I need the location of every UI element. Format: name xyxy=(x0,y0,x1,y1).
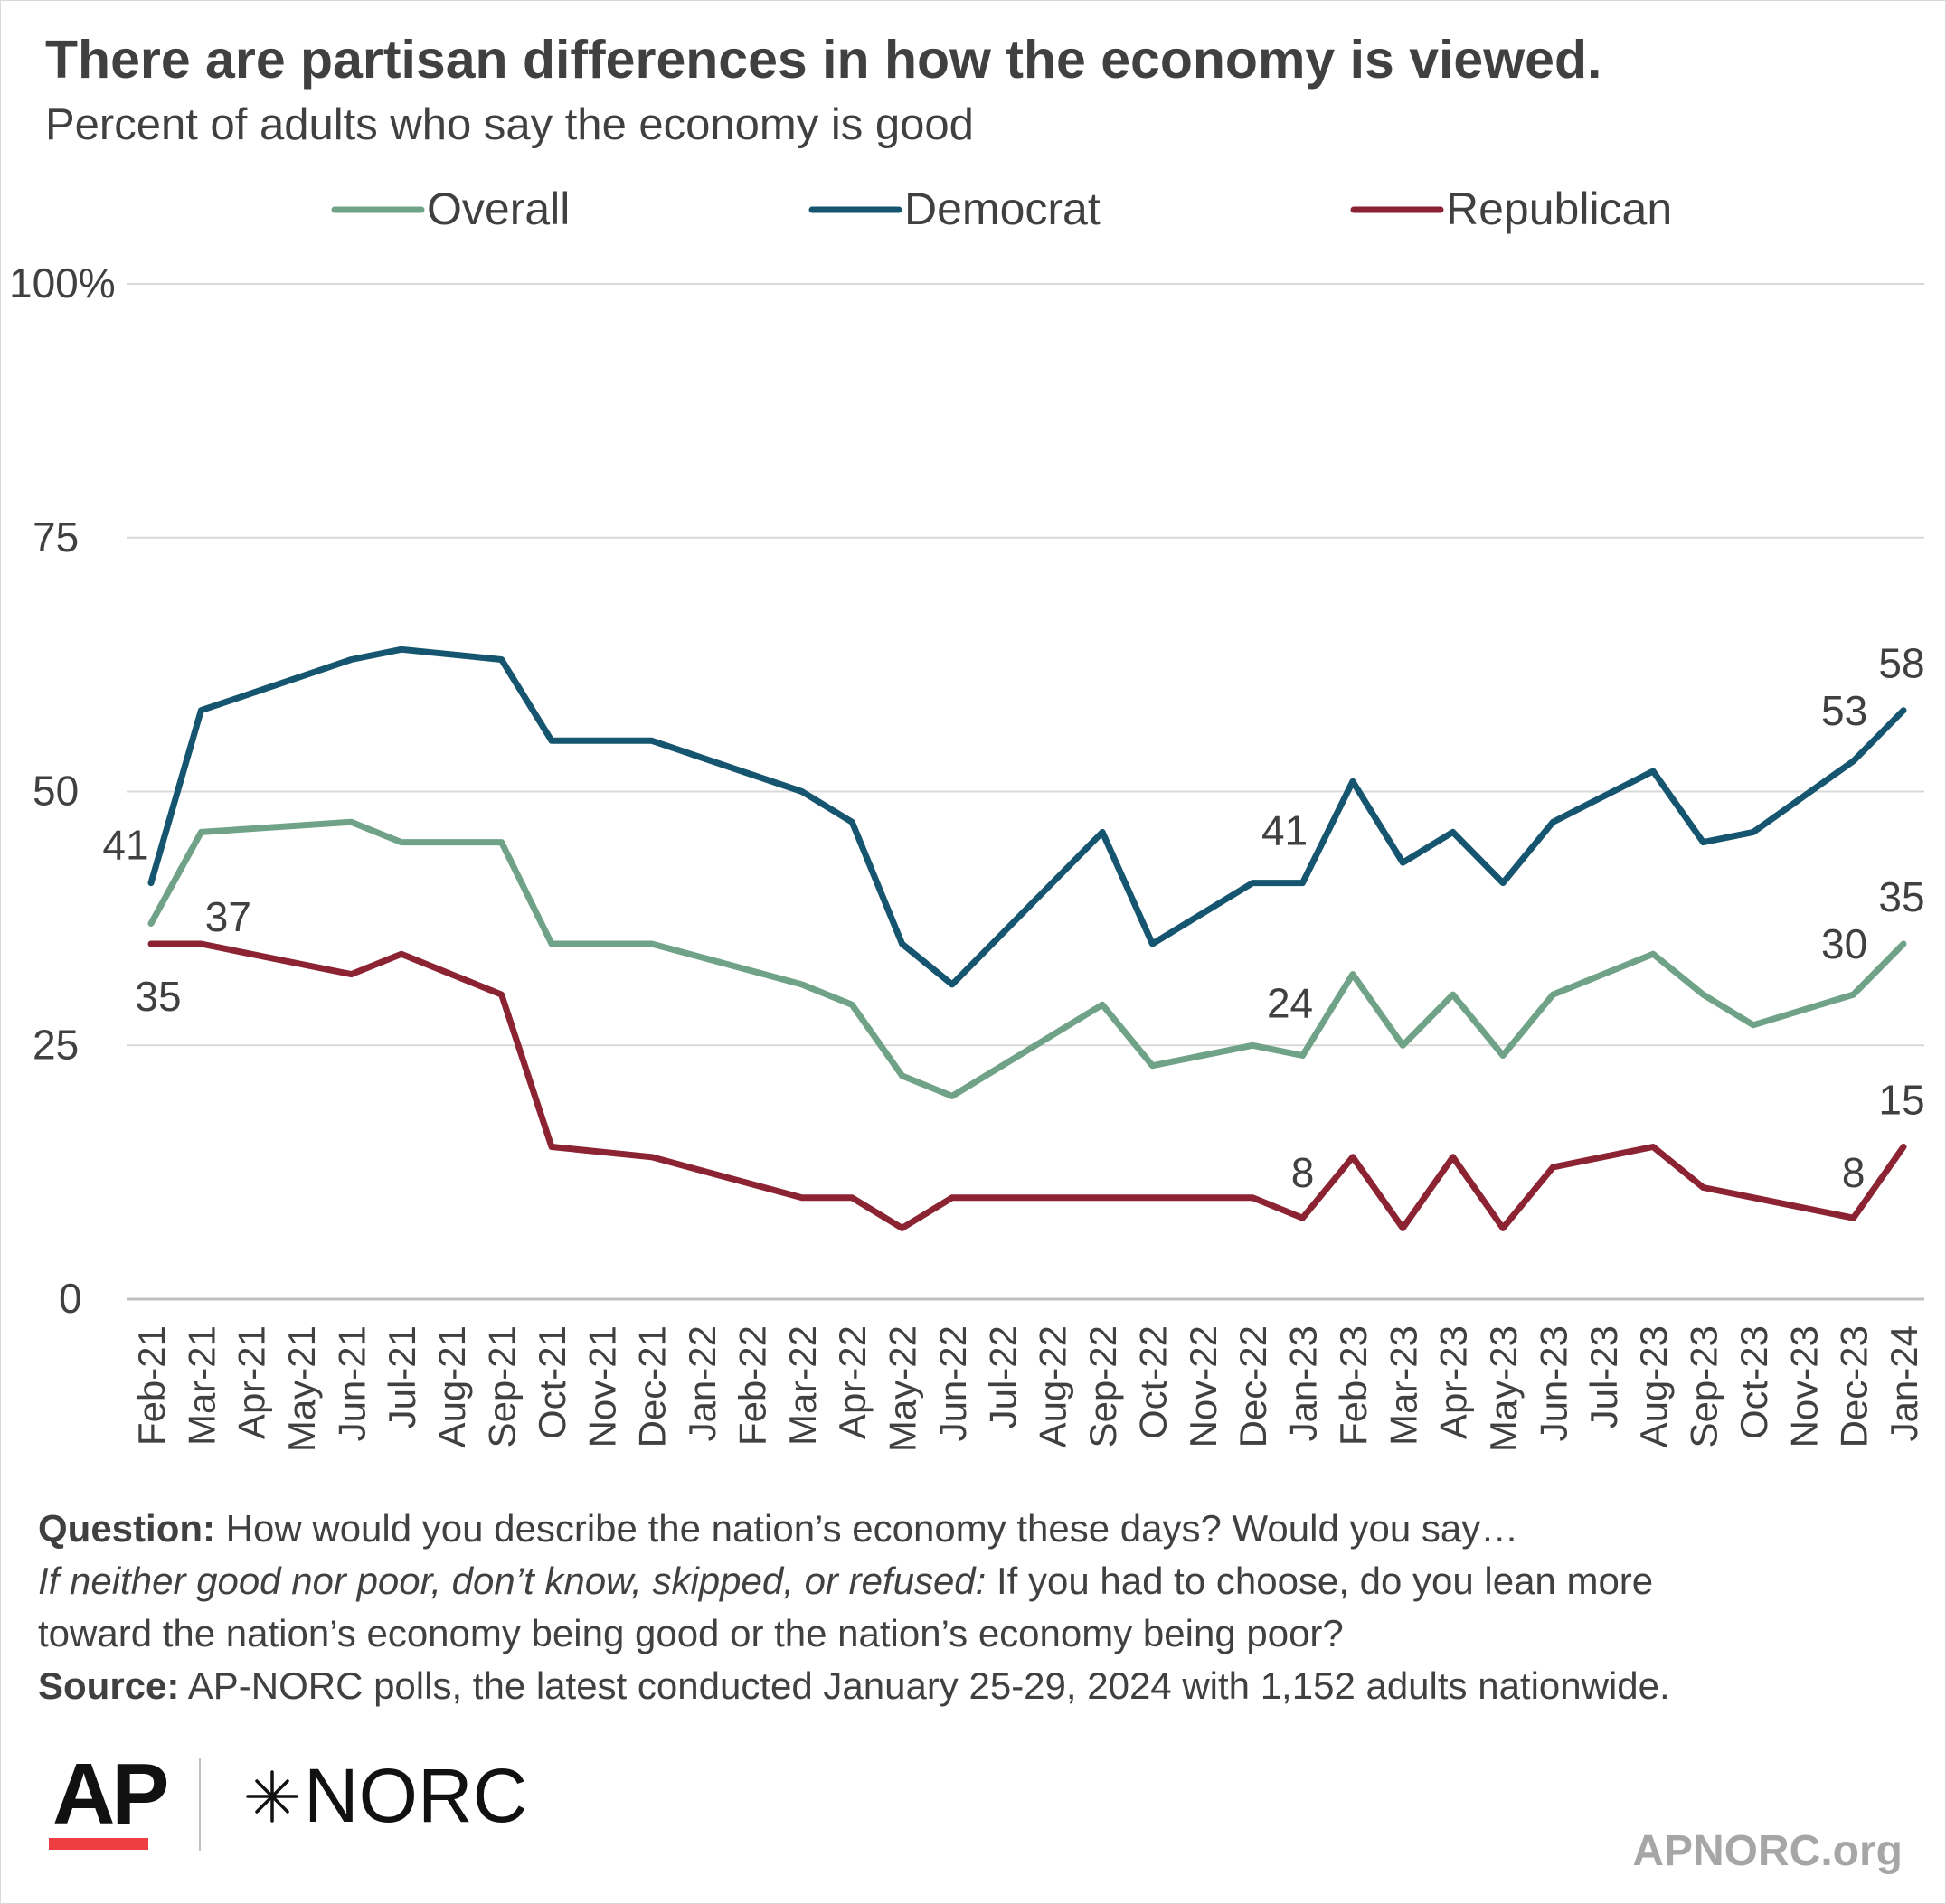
y-tick-label: 50 xyxy=(33,768,79,815)
series-line-republican xyxy=(147,940,1907,1231)
norc-logo-text: NORC xyxy=(304,1753,528,1838)
line-chart: Overall Democrat Republican 0 25 50 75 100% Fe… xyxy=(9,184,1925,1452)
chart-title: There are partisan differences in how th… xyxy=(45,30,1602,90)
x-tick-label: May-22 xyxy=(882,1325,924,1452)
followup-text-2: toward the nation’s economy being good o… xyxy=(38,1612,1344,1654)
data-label-democrat: 41 xyxy=(102,822,148,869)
data-label-republican: 8 xyxy=(1291,1149,1315,1196)
x-tick-label: Jun-21 xyxy=(330,1325,373,1441)
x-tick-label: Jul-23 xyxy=(1582,1325,1625,1428)
source-label: Source: xyxy=(38,1664,180,1707)
x-tick-label: Oct-22 xyxy=(1131,1325,1174,1439)
question-label: Question: xyxy=(38,1507,215,1550)
x-tick-label: Sep-22 xyxy=(1082,1325,1124,1447)
logo-divider xyxy=(199,1758,201,1851)
ap-logo-underline xyxy=(49,1838,148,1850)
data-label-overall: 30 xyxy=(1821,920,1867,967)
x-tick-label: Jan-23 xyxy=(1282,1325,1325,1441)
x-tick-label: Nov-22 xyxy=(1182,1325,1224,1447)
followup-note: If neither good nor poor, don’t know, sk… xyxy=(38,1555,1919,1607)
x-tick-label: Dec-23 xyxy=(1833,1325,1875,1447)
x-tick-label: Dec-22 xyxy=(1232,1325,1274,1447)
x-tick-label: Oct-21 xyxy=(531,1325,573,1439)
x-tick-label: Feb-22 xyxy=(731,1325,773,1446)
legend-item-republican: Republican xyxy=(1350,184,1672,234)
x-tick-label: Mar-22 xyxy=(781,1325,824,1446)
series-line-overall xyxy=(147,818,1907,1099)
x-tick-label: Jan-24 xyxy=(1883,1325,1925,1441)
y-tick-label: 75 xyxy=(33,514,79,561)
source-text: AP-NORC polls, the latest conducted Janu… xyxy=(179,1664,1670,1707)
question-text: How would you describe the nation’s econ… xyxy=(215,1507,1519,1550)
ap-logo: AP xyxy=(52,1746,169,1843)
gridlines xyxy=(127,283,1924,1301)
x-tick-label: Jul-22 xyxy=(981,1325,1024,1428)
x-tick-label: Sep-21 xyxy=(481,1325,524,1447)
series-line-democrat xyxy=(147,646,1907,988)
x-tick-label: Nov-23 xyxy=(1782,1325,1825,1447)
legend-label: Overall xyxy=(427,184,570,234)
series-lines xyxy=(147,646,1907,1231)
x-tick-label: Apr-22 xyxy=(831,1325,874,1439)
x-tick-label: Feb-21 xyxy=(130,1325,173,1446)
x-tick-label: Aug-22 xyxy=(1032,1325,1074,1447)
followup-note-continued: toward the nation’s economy being good o… xyxy=(38,1607,1919,1660)
x-tick-label: Jul-21 xyxy=(381,1325,423,1428)
data-label-republican: 35 xyxy=(135,973,181,1020)
y-axis-ticks: 0 25 50 75 100% xyxy=(9,259,116,1322)
source-note: Source: AP-NORC polls, the latest conduc… xyxy=(38,1660,1919,1712)
legend-item-democrat: Democrat xyxy=(808,184,1101,234)
data-label-overall: 24 xyxy=(1267,979,1313,1026)
x-tick-label: Jun-22 xyxy=(931,1325,974,1441)
data-label-overall: 35 xyxy=(1878,873,1924,920)
x-tick-label: Mar-21 xyxy=(180,1325,222,1446)
y-tick-label: 25 xyxy=(33,1021,79,1068)
x-tick-label: Jun-23 xyxy=(1532,1325,1574,1441)
chart-notes: Question: How would you describe the nat… xyxy=(38,1503,1919,1712)
x-tick-label: Aug-23 xyxy=(1632,1325,1675,1447)
x-tick-label: May-21 xyxy=(280,1325,323,1452)
data-label-democrat: 41 xyxy=(1261,807,1308,854)
x-tick-label: Apr-23 xyxy=(1432,1325,1475,1439)
x-tick-label: Mar-23 xyxy=(1382,1325,1424,1446)
x-tick-label: Oct-23 xyxy=(1733,1325,1775,1439)
x-tick-label: May-23 xyxy=(1482,1325,1525,1452)
x-tick-label: Apr-21 xyxy=(231,1325,273,1439)
data-label-republican: 15 xyxy=(1878,1077,1924,1124)
data-label-republican: 37 xyxy=(205,893,251,940)
legend-label: Republican xyxy=(1446,184,1672,234)
x-tick-label: Nov-21 xyxy=(581,1325,623,1447)
norc-star-icon xyxy=(246,1769,298,1823)
legend-item-overall: Overall xyxy=(331,184,570,234)
chart-legend: Overall Democrat Republican xyxy=(331,184,1672,234)
norc-logo: NORC xyxy=(244,1752,527,1840)
followup-text-1: If you had to choose, do you lean more xyxy=(986,1560,1654,1602)
x-tick-label: Sep-23 xyxy=(1683,1325,1725,1447)
x-tick-label: Dec-21 xyxy=(631,1325,674,1447)
y-tick-label: 0 xyxy=(59,1275,82,1322)
legend-label: Democrat xyxy=(904,184,1101,234)
x-tick-label: Feb-23 xyxy=(1332,1325,1374,1446)
y-tick-label: 100% xyxy=(9,259,116,306)
x-tick-label: Aug-21 xyxy=(430,1325,473,1447)
data-label-democrat: 53 xyxy=(1821,687,1867,734)
data-label-republican: 8 xyxy=(1842,1149,1866,1196)
question-note: Question: How would you describe the nat… xyxy=(38,1503,1919,1555)
site-url: APNORC.org xyxy=(1632,1827,1903,1875)
followup-condition: If neither good nor poor, don’t know, sk… xyxy=(38,1560,987,1602)
x-tick-label: Jan-22 xyxy=(681,1325,723,1441)
chart-subtitle: Percent of adults who say the economy is… xyxy=(45,100,974,149)
data-label-democrat: 58 xyxy=(1878,640,1924,687)
x-axis-ticks: Feb-21 Mar-21 Apr-21 May-21 Jun-21 Jul-21 Aug-… xyxy=(130,1325,1925,1452)
